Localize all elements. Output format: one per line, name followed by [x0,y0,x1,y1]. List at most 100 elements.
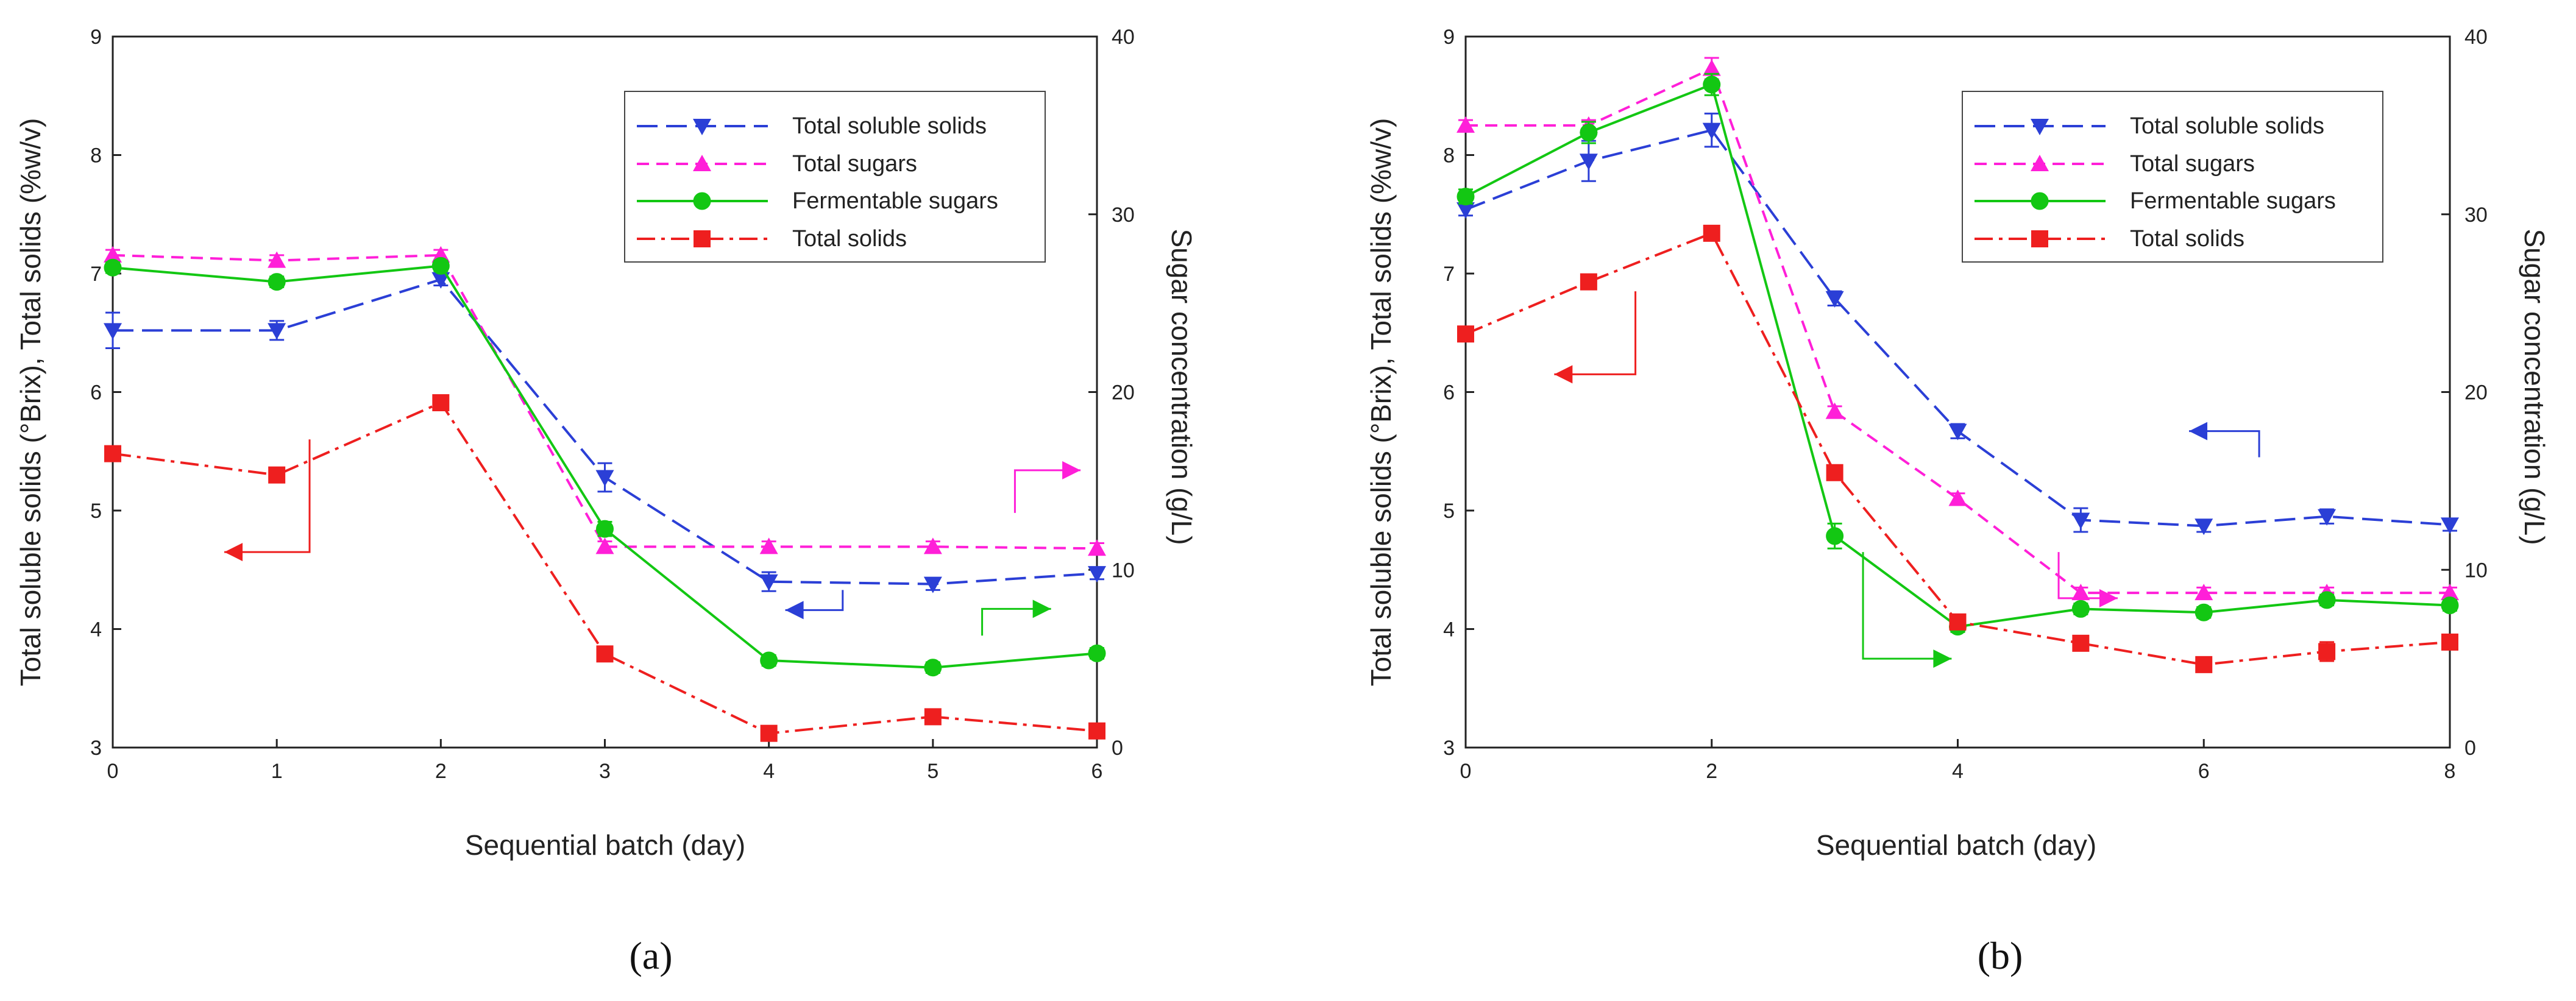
panel-a-axis-arrows [224,439,1081,636]
panel-b-legend-marker-total-soluble-solids [2031,119,2049,135]
panel-a-point-total-solids [924,708,942,726]
panel-a-axis-arrow-fermentable-sugars [981,607,1051,636]
panel-b-caption: (b) [1978,934,2023,977]
panel-a-y-tick-label: 8 [90,144,102,168]
panel-a-x-tick-label: 5 [927,760,939,783]
panel-b-y2-tick-label: 0 [2464,737,2476,760]
panel-a-legend-label-total-soluble-solids: Total soluble solids [792,113,987,139]
panel-b-y-axis-label: Total soluble solids (°Brix), Total soli… [1365,118,1397,687]
panel-b-y2-tick-label: 20 [2464,381,2488,405]
panel-b-legend: Total soluble solids Total sugars Fermen… [1962,91,2383,263]
panel-b-axis-arrows [1554,291,2260,668]
panel-a-point-total-soluble-solids [923,576,942,593]
panel-b-point-total-soluble-solids [1457,202,1475,219]
panel-a-legend-label-fermentable-sugars: Fermentable sugars [792,188,998,214]
panel-a-legend-marker-fermentable-sugars [693,192,711,210]
panel-b-axis-arrow-fermentable-sugars [1862,552,1952,660]
panel-b-point-total-sugars [2441,584,2459,601]
panel-a-point-total-soluble-solids [1088,566,1106,583]
panel-a-axis-arrow-total-solids [224,439,311,553]
panel-a-point-total-soluble-solids [431,272,450,289]
panel-b-point-total-sugars [1948,489,1967,506]
panel-a-point-fermentable-sugars [596,520,614,538]
panel-b-legend-label-total-solids: Total solids [2130,226,2244,252]
panel-a-y2-axis-label: Sugar concentration (g/L) [1166,228,1198,545]
panel-b-point-total-sugars [1702,59,1721,76]
panel-b-legend-marker-total-sugars [2031,155,2049,171]
panel-b-point-total-sugars [2195,584,2213,601]
panel-b-y-tick-label: 8 [1443,144,1455,168]
panel-b-point-total-soluble-solids [2195,518,2213,536]
panel-a-axis-arrow-head-total-soluble-solids [785,601,804,620]
panel-b-point-fermentable-sugars [2071,600,2090,618]
panel-a-legend-marker-total-sugars [693,155,711,171]
panel-a-legend-label-total-solids: Total solids [792,226,907,252]
panel-b-x-tick-label: 8 [2444,760,2456,783]
panel-a-point-total-soluble-solids [759,574,778,591]
panel-b-x-tick-label: 2 [1706,760,1717,783]
panel-a-point-fermentable-sugars [104,258,122,277]
panel-b-axis-arrow-head-total-sugars [2099,589,2118,607]
panel-a-y2-tick-label: 10 [1112,559,1135,582]
panel-b-point-fermentable-sugars [2441,596,2459,615]
panel-a-point-total-soluble-solids [104,323,122,340]
panel-b-axis-arrow-total-sugars [2057,552,2118,600]
panel-a-y-axis-label: Total soluble solids (°Brix), Total soli… [15,118,46,687]
panel-a-y2-tick-label: 30 [1112,203,1135,227]
panel-a-point-fermentable-sugars [431,256,450,275]
panel-a-legend-marker-total-soluble-solids [693,119,711,135]
panel-a-point-fermentable-sugars [924,659,942,677]
panel-b-x-tick-label: 6 [2198,760,2210,783]
panel-a-axis-arrow-head-fermentable-sugars [1032,600,1051,618]
panel-b-point-total-solids [1826,464,1843,481]
panel-b-point-total-soluble-solids [2441,517,2459,534]
panel-a-point-total-solids [268,466,286,484]
panel-a-x-tick-label: 6 [1091,760,1103,783]
panel-b-point-total-solids [1703,224,1720,242]
panel-b-point-fermentable-sugars [2195,603,2213,621]
panel-a-axes: 0 1 2 3 4 5 6 3 4 5 6 7 8 9 0 10 20 30 40 [90,26,1135,783]
panel-b-y-tick-label: 9 [1443,26,1455,49]
panel-a-series-line-total-solids [112,401,1098,735]
panel-a-y2-tick-label: 0 [1112,737,1123,760]
panel-b-x-tick-label: 0 [1460,760,1472,783]
panel-b-legend-label-total-soluble-solids: Total soluble solids [2130,113,2324,139]
panel-a-x-tick-label: 3 [599,760,611,783]
panel-a-y-tick-label: 5 [90,500,102,523]
panel-b-point-total-sugars [2071,584,2090,601]
panel-b-legend-marker-fermentable-sugars [2031,192,2049,210]
panel-a-legend-marker-total-solids [694,230,711,247]
panel-b-axis-arrow-head-fermentable-sugars [1933,649,1952,668]
panel-a-y-tick-label: 4 [90,618,102,642]
panel-a-point-total-sugars [268,251,286,268]
panel-b-y-tick-label: 5 [1443,500,1455,523]
panel-a-legend: Total soluble solids Total sugars Fermen… [624,91,1046,263]
panel-a-y-tick-label: 6 [90,381,102,405]
panel-b-point-total-solids [2441,633,2458,651]
panel-b-legend-marker-total-solids [2031,230,2048,247]
panel-a-legend-label-total-sugars: Total sugars [792,151,917,177]
panel-a-point-total-soluble-solids [268,323,286,340]
panel-b-x-axis-label: Sequential batch (day) [1816,829,2096,861]
panel-b-series-line-total-sugars [1466,66,2450,595]
panel-a-point-total-sugars [1088,539,1106,556]
panel-a-point-fermentable-sugars [760,651,778,670]
panel-b-point-total-soluble-solids [2071,512,2090,529]
panel-a-point-fermentable-sugars [1088,644,1106,662]
panel-b-y-tick-label: 4 [1443,618,1455,642]
panel-b-y-tick-label: 3 [1443,737,1455,760]
panel-a-point-total-soluble-solids [595,470,614,487]
panel-b-point-fermentable-sugars [1826,527,1844,545]
panel-b-point-total-sugars [1457,116,1475,133]
panel-b-axis-arrow-total-soluble-solids [2189,430,2260,458]
panel-b-point-total-solids [2318,643,2336,660]
panel-b-point-total-solids [1580,273,1597,291]
panel-b-point-total-soluble-solids [1948,423,1967,440]
panel-b-point-fermentable-sugars [1457,188,1475,206]
panel-a-point-total-solids [596,645,614,663]
panel-b-y-tick-label: 6 [1443,381,1455,405]
panel-b-y2-tick-label: 30 [2464,203,2488,227]
panel-a-series [104,246,1106,742]
panel-a-x-axis-label: Sequential batch (day) [465,829,745,861]
